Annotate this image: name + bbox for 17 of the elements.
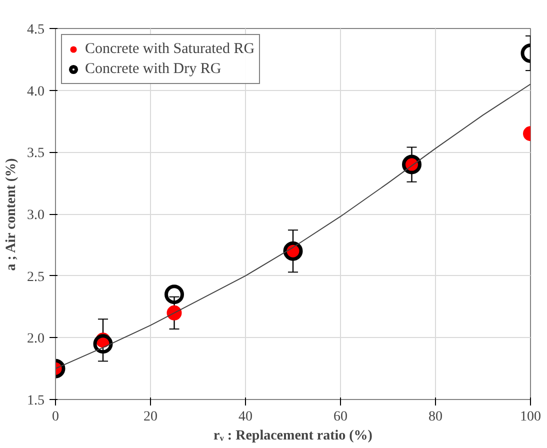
y-tick-label: 3.0 [27, 208, 44, 223]
x-tick-label: 0 [52, 410, 59, 424]
y-axis-title: a ; Air content (%) [4, 158, 19, 271]
x-tick-label: 40 [238, 410, 252, 424]
x-tick-label: 20 [144, 410, 158, 424]
x-tick-label: 100 [520, 410, 541, 424]
y-tick-label: 4.5 [27, 22, 44, 38]
y-tick-label: 2.0 [27, 332, 44, 347]
y-tick-label: 4.0 [27, 84, 44, 100]
y-tick-label: 2.5 [27, 270, 44, 285]
y-tick-label: 3.5 [27, 146, 44, 162]
y-tick-label: 1.5 [27, 394, 44, 408]
legend-label: Concrete with Saturated RG [85, 40, 255, 58]
x-tick-label: 80 [428, 410, 442, 424]
x-tick-label: 60 [334, 410, 348, 424]
x-axis-title: rᵥ : Replacement ratio (%) [214, 428, 373, 444]
legend-label: Concrete with Dry RG [85, 60, 222, 78]
